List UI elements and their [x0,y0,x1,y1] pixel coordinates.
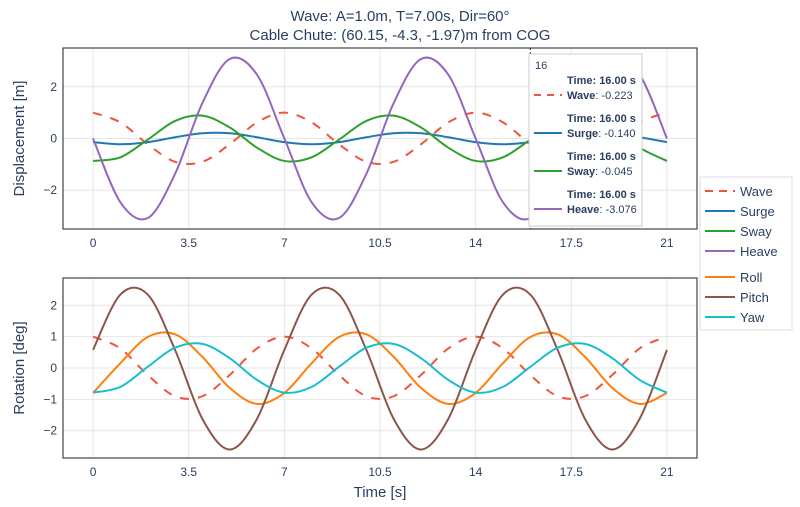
y-axis-title: Rotation [deg] [11,321,28,414]
series-line-wave [92,111,668,165]
y-tick-label: −1 [43,392,57,406]
y-axis-title: Displacement [m] [11,81,28,197]
legend-item-heave[interactable]: Heave [705,244,778,259]
tooltip-value: Sway: -0.045 [567,166,632,178]
x-tick-label: 7 [281,236,288,250]
tooltip-series-name: Sway [567,166,596,178]
tooltip-time: Time: 16.00 s [567,75,636,87]
plot-frame [62,47,698,230]
y-tick-label: 0 [50,132,57,146]
tooltip-time: Time: 16.00 s [567,189,636,201]
y-tick-label: −2 [43,424,57,438]
legend-label: Heave [740,244,778,259]
tooltip-series-name: Wave [567,90,595,102]
legend-label: Wave [740,184,773,199]
series-line-wave [92,335,668,400]
tooltip-value: Wave: -0.223 [567,90,633,102]
chart-title-line2: Cable Chute: (60.15, -4.3, -1.97)m from … [250,27,551,44]
legend-item-wave[interactable]: Wave [705,184,773,199]
y-tick-label: 2 [50,298,57,312]
x-axis-title: Time [s] [354,484,407,501]
plot-frame [62,277,698,459]
subplot-2[interactable]: 0 3.5 7 10.5 14 17.5 21 −2 −1 0 1 2 Rotation [deg] Ti… [11,277,698,501]
legend-item-sway[interactable]: Sway [705,224,772,239]
tooltip-box [528,53,643,227]
legend-label: Roll [740,270,763,285]
y-tick-label: 2 [50,80,57,94]
tooltip-series-value: : -3.076 [599,204,636,216]
tooltip-time: Time: 16.00 s [567,151,636,163]
tooltip-value: Surge: -0.140 [567,128,636,140]
x-tick-label: 3.5 [180,465,197,479]
tooltip-series-value: : -0.045 [595,166,632,178]
tooltip-series-value: : -0.140 [598,128,635,140]
series-line-pitch [92,286,668,451]
x-tick-label: 7 [281,465,288,479]
tooltip-value: Heave: -3.076 [567,204,637,216]
y-tick-label: −2 [43,183,57,197]
tooltip-series-name: Surge [567,128,598,140]
x-tick-label: 14 [469,236,483,250]
legend-label: Sway [740,224,772,239]
legend-item-surge[interactable]: Surge [705,204,775,219]
legend[interactable]: Wave Surge Sway Heave Roll Pitch Yaw [699,176,793,331]
legend-box [699,176,793,331]
tooltip-x-value: 16 [535,60,547,72]
x-tick-label: 0 [90,465,97,479]
x-tick-label: 17.5 [560,236,584,250]
x-tick-label: 14 [469,465,483,479]
series-line-yaw [92,342,668,394]
legend-item-pitch[interactable]: Pitch [705,290,769,305]
tooltip-series-value: : -0.223 [595,90,632,102]
x-tick-label: 21 [660,236,674,250]
chart-title-line1: Wave: A=1.0m, T=7.00s, Dir=60° [290,8,509,25]
y-tick-label: 1 [50,330,57,344]
x-tick-label: 10.5 [368,465,392,479]
y-tick-label: 0 [50,361,57,375]
x-tick-label: 3.5 [180,236,197,250]
tooltip-series-name: Heave [567,204,599,216]
legend-item-yaw[interactable]: Yaw [705,310,765,325]
legend-label: Pitch [740,290,769,305]
hover-tooltip: 16 Time: 16.00 s Wave: -0.223 Time: 16.00 s… [528,53,643,227]
legend-label: Surge [740,204,775,219]
legend-label: Yaw [740,310,765,325]
x-tick-label: 21 [660,465,674,479]
legend-item-roll[interactable]: Roll [705,270,763,285]
tooltip-time: Time: 16.00 s [567,113,636,125]
x-tick-label: 17.5 [560,465,584,479]
x-tick-label: 10.5 [368,236,392,250]
x-tick-label: 0 [90,236,97,250]
